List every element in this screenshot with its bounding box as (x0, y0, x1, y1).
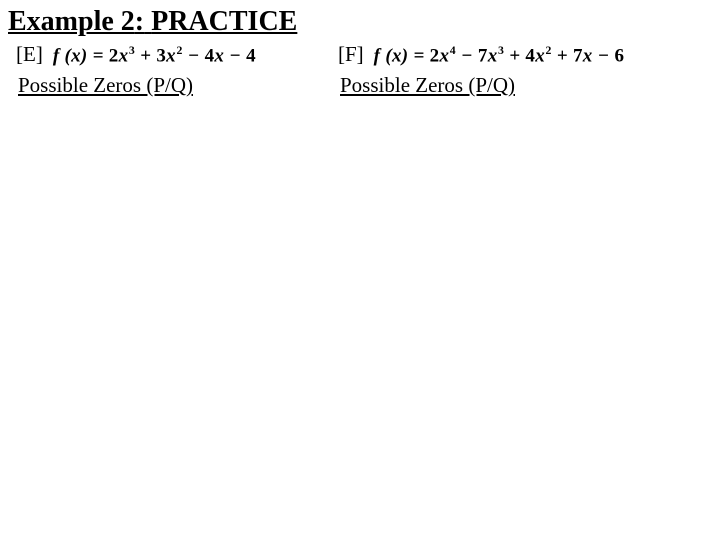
possible-zeros-right: Possible Zeros (P/Q) (338, 73, 708, 98)
problem-e-line: [E] f (x) = 2x3 + 3x2 − 4x − 4 (16, 42, 338, 67)
problem-e-tag: [E] (16, 42, 43, 67)
title-colon: : (135, 6, 144, 37)
problem-f-line: [F] f (x) = 2x4 − 7x3 + 4x2 + 7x − 6 (338, 42, 708, 67)
title-example-label: Example 2 (8, 6, 135, 37)
column-left: [E] f (x) = 2x3 + 3x2 − 4x − 4 Possible … (8, 42, 338, 98)
columns: [E] f (x) = 2x3 + 3x2 − 4x − 4 Possible … (8, 42, 712, 98)
problem-f-formula: f (x) = 2x4 − 7x3 + 4x2 + 7x − 6 (374, 44, 625, 67)
problem-f-tag: [F] (338, 42, 364, 67)
page-root: Example 2: PRACTICE [E] f (x) = 2x3 + 3x… (0, 0, 720, 98)
title-practice: PRACTICE (151, 6, 297, 37)
column-right: [F] f (x) = 2x4 − 7x3 + 4x2 + 7x − 6 Pos… (338, 42, 708, 98)
problem-e-formula: f (x) = 2x3 + 3x2 − 4x − 4 (53, 44, 256, 67)
page-title: Example 2: PRACTICE (8, 6, 712, 38)
possible-zeros-left: Possible Zeros (P/Q) (16, 73, 338, 98)
